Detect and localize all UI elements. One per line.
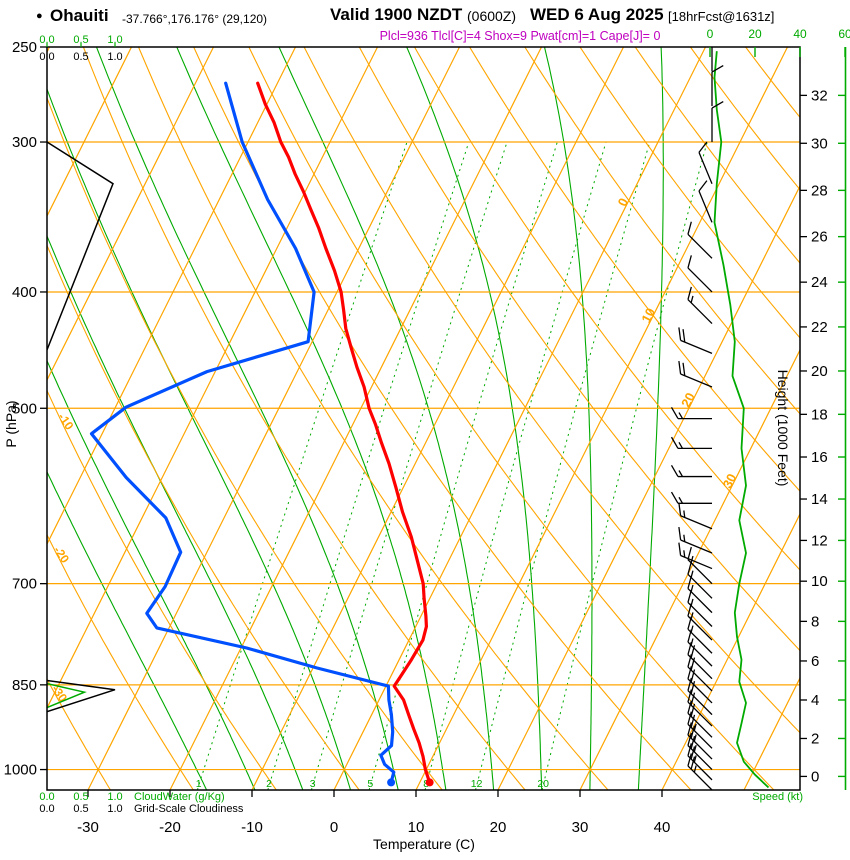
cloudwater-profile xyxy=(47,682,87,709)
pressure-tick-label: 850 xyxy=(12,677,37,694)
height-tick-label: 24 xyxy=(811,274,828,291)
speed-scale-label: 60 xyxy=(838,27,850,41)
station-name: Ohauiti xyxy=(50,6,109,25)
speed-scale-label: 0 xyxy=(707,27,714,41)
cloudwater-scale-label: 1.0 xyxy=(107,34,122,46)
height-tick-label: 16 xyxy=(811,449,828,466)
temperature-axis-title: Temperature (C) xyxy=(373,836,475,852)
cloudiness-scale-label: 1.0 xyxy=(107,803,122,815)
speed-scale-label: 40 xyxy=(793,27,807,41)
height-tick-label: 26 xyxy=(811,229,828,246)
height-tick-label: 6 xyxy=(811,653,819,670)
valid-date: WED 6 Aug 2025 xyxy=(530,5,664,24)
temperature-trace-surface-dot xyxy=(425,778,434,787)
height-tick-label: 14 xyxy=(811,491,828,508)
mixing-ratio-label: 3 xyxy=(310,778,316,790)
temperature-trace xyxy=(256,81,432,785)
mixing-ratio-label: 2 xyxy=(266,778,272,790)
height-tick-label: 18 xyxy=(811,406,828,423)
pressure-tick-label: 300 xyxy=(12,134,37,151)
temperature-tick-label: 30 xyxy=(572,819,589,836)
plot-area: 1235812200102030-10-20-30 xyxy=(47,47,800,790)
dry-adiabats xyxy=(47,47,800,790)
height-tick-label: 20 xyxy=(811,363,828,380)
height-tick-label: 4 xyxy=(811,692,819,709)
dewpoint-trace xyxy=(89,81,396,785)
cloudwater-scale-label: 0.5 xyxy=(73,34,88,46)
speed-legend: Speed (kt) xyxy=(752,791,803,803)
height-tick-label: 12 xyxy=(811,532,828,549)
pressure-tick-label: 250 xyxy=(12,39,37,56)
height-tick-label: 0 xyxy=(811,768,819,785)
cloudiness-legend: Grid-Scale Cloudiness xyxy=(134,803,244,815)
moist-adiabats xyxy=(47,47,664,790)
wind-barbs xyxy=(670,47,724,790)
cloudwater-legend: CloudWater (g/Kg) xyxy=(134,791,225,803)
isotherm-label: 10 xyxy=(638,306,658,326)
isotherm-label: 0 xyxy=(615,196,632,209)
cloudwater-scale-label: 1.0 xyxy=(107,791,122,803)
height-tick-label: 22 xyxy=(811,319,828,336)
station-coords: -37.766°,176.176° (29,120) xyxy=(122,12,268,26)
pressure-tick-label: 1000 xyxy=(4,762,37,779)
valid-time-utc: (0600Z) xyxy=(467,8,517,24)
cloudiness-scale-label: 1.0 xyxy=(107,51,122,63)
height-tick-label: 32 xyxy=(811,87,828,104)
dry-adiabat-label: -20 xyxy=(51,544,73,567)
pressure-axis-title: P (hPa) xyxy=(3,400,19,447)
temperature-tick-label: 0 xyxy=(330,819,338,836)
height-tick-label: 8 xyxy=(811,613,819,630)
speed-scale-label: 20 xyxy=(748,27,762,41)
isotherm-label: 20 xyxy=(678,390,698,410)
cloudiness-scale-label: 0.0 xyxy=(39,803,54,815)
temperature-tick-label: 40 xyxy=(654,819,671,836)
valid-time: Valid 1900 NZDT xyxy=(330,5,463,24)
temperature-tick-label: -20 xyxy=(159,819,181,836)
wind-speed-profile xyxy=(713,51,770,789)
cloudiness-profile xyxy=(47,679,116,713)
temperature-tick-label: -30 xyxy=(77,819,99,836)
cloudwater-scale-label: 0.0 xyxy=(39,791,54,803)
isotherm-label: 30 xyxy=(720,471,740,491)
cloudwater-scale-label: 0.0 xyxy=(39,34,54,46)
sounding-parameters: Plcl=936 Tlcl[C]=4 Shox=9 Pwat[cm]=1 Cap… xyxy=(379,29,661,43)
height-tick-label: 10 xyxy=(811,573,828,590)
temperature-tick-label: -10 xyxy=(241,819,263,836)
mixing-ratio-label: 5 xyxy=(367,778,373,790)
temperature-tick-label: 20 xyxy=(490,819,507,836)
height-axis-title: Height (1000 Feet) xyxy=(775,370,791,487)
forecast-tag: [18hrFcst@1631z] xyxy=(668,9,775,24)
pressure-tick-label: 400 xyxy=(12,284,37,301)
height-tick-label: 2 xyxy=(811,730,819,747)
dewpoint-trace-surface-dot xyxy=(387,778,396,787)
temperature-tick-label: 10 xyxy=(408,819,425,836)
mixing-ratio-label: 12 xyxy=(471,778,483,790)
height-tick-label: 30 xyxy=(811,135,828,152)
cloudwater-scale-label: 0.5 xyxy=(73,791,88,803)
cloudiness-scale-label: 0.5 xyxy=(73,803,88,815)
pressure-tick-label: 500 xyxy=(12,400,37,417)
mixing-ratio-lines xyxy=(196,141,708,790)
mixing-ratio-label: 20 xyxy=(537,778,549,790)
plot-frame xyxy=(46,46,801,791)
mixing-ratio-label: 1 xyxy=(196,778,202,790)
cloudiness-scale-label: 0.5 xyxy=(73,51,88,63)
cloudiness-profile xyxy=(47,141,114,351)
pressure-tick-label: 700 xyxy=(12,576,37,593)
station-bullet-icon: ● xyxy=(36,10,43,22)
cloudiness-scale-label: 0.0 xyxy=(39,51,54,63)
height-tick-label: 28 xyxy=(811,182,828,199)
